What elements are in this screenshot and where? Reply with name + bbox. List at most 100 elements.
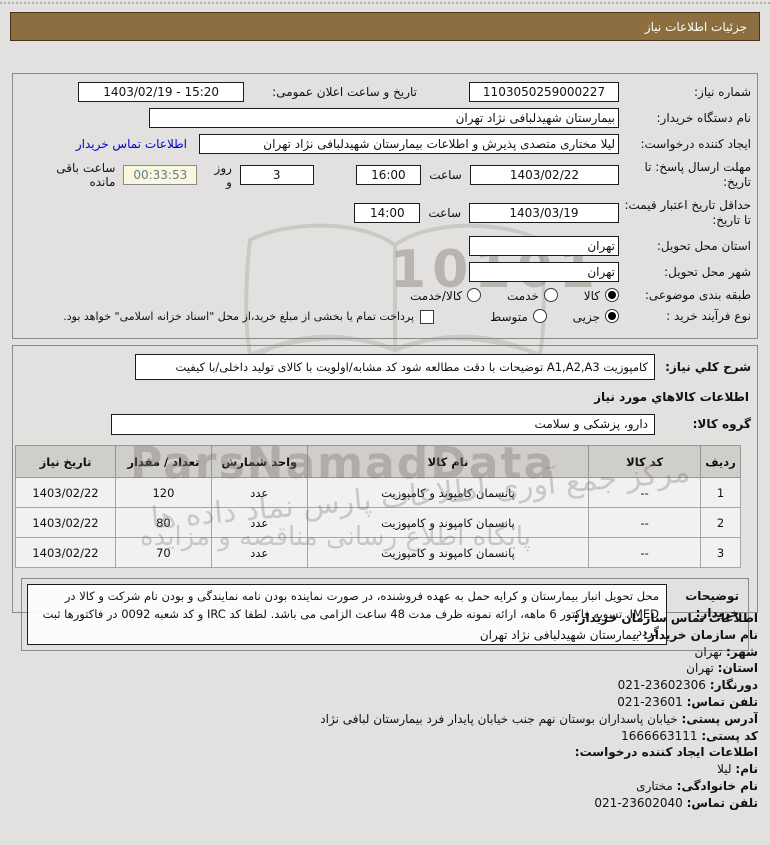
days-remaining-label: روز و <box>214 161 232 189</box>
purchase-process-options: جزیی متوسط <box>468 309 619 324</box>
goods-table-header-cell: نام کالا <box>306 445 590 478</box>
price-validity-label: حداقل تاریخ اعتبار قیمت: تا تاریخ: <box>624 198 751 227</box>
contact-line-value: 1666663111 <box>621 728 698 743</box>
need-description-label: شرح کلي نياز: <box>665 359 751 374</box>
contact-line-label: تلفن تماس: <box>686 795 758 810</box>
contact-line-label: استان: <box>717 661 758 676</box>
need-number-value[interactable]: 1103050259000227 <box>469 82 619 102</box>
contact-line-label: تلفن تماس: <box>686 694 758 709</box>
contact-line-label: شهر: <box>726 644 758 659</box>
radio-icon[interactable] <box>605 288 619 302</box>
contact-line: کد پستی: 1666663111 <box>12 728 758 745</box>
goods-table-header-row: ردیف کد کالا نام کالا واحد شمارش تعداد / مقد… <box>15 445 741 478</box>
goods-group-row: گروه کالا: دارو، پزشکی و سلامت <box>19 414 751 435</box>
item-code-cell: -- <box>588 537 702 568</box>
row-index-cell: 1 <box>700 477 741 508</box>
goods-table-body: 1 -- پانسمان کامپوند و کامپوزیت عدد 120 … <box>15 477 741 568</box>
price-validity-time[interactable]: 14:00 <box>354 203 421 223</box>
need-date-cell: 1403/02/22 <box>15 477 116 508</box>
contact-line-label: کد پستی: <box>701 728 758 743</box>
delivery-province-value[interactable]: تهران <box>469 236 619 256</box>
reply-deadline-time[interactable]: 16:00 <box>355 165 422 185</box>
announce-datetime-label: تاریخ و ساعت اعلان عمومی: <box>272 85 417 99</box>
need-description-value[interactable]: کامپوزیت A1,A2,A3 توضیحات با دقت مطالعه … <box>135 354 655 380</box>
unit-cell: عدد <box>210 507 308 538</box>
need-date-cell: 1403/02/22 <box>15 507 116 538</box>
radio-option-label: کالا/خدمت <box>410 289 463 303</box>
announce-datetime-value[interactable]: 15:20 - 1403/02/19 <box>78 82 245 102</box>
days-remaining-value[interactable]: 3 <box>239 165 314 185</box>
quantity-cell: 80 <box>114 507 212 538</box>
radio-option-label: جزیی <box>572 310 600 324</box>
radio-icon[interactable] <box>467 288 482 302</box>
radio-option-label: خدمت <box>507 289 539 303</box>
needed-goods-panel: شرح کلي نياز: کامپوزیت A1,A2,A3 توضیحات … <box>12 345 758 652</box>
countdown-timer: 00:33:53 <box>123 165 198 185</box>
contact-line: نام: لیلا <box>12 761 758 778</box>
contact-line-label: نام خانوادگی: <box>676 778 758 793</box>
delivery-province-label: استان محل تحویل: <box>656 238 751 253</box>
table-row[interactable]: 3 -- پانسمان کامپوند و کامپوزیت عدد 70 1… <box>15 537 741 568</box>
contact-line-label: نام: <box>735 762 758 777</box>
contact-line-label: نام سازمان خریدار: <box>643 627 758 642</box>
page-title: جزئیات اطلاعات نیاز <box>644 19 747 34</box>
delivery-city-value[interactable]: تهران <box>469 262 619 282</box>
creator-row: ایجاد کننده درخواست: لیلا مختاری متصدی پ… <box>19 134 751 154</box>
radio-icon[interactable] <box>532 309 547 323</box>
contact-line: استان: تهران <box>12 660 758 677</box>
buyer-org-row: نام دستگاه خریدار: بیمارستان شهیدلبافی ن… <box>19 108 751 128</box>
contact-line-value: تهران <box>694 644 723 659</box>
purchase-process-label: نوع فرآیند خرید : <box>666 309 751 323</box>
top-dotted-divider <box>0 2 770 4</box>
contact-line-value: بیمارستان شهیدلبافی نژاد تهران <box>479 627 640 642</box>
deadline-hour-label: ساعت <box>429 168 462 182</box>
contact-line: آدرس پستی: خیابان پاسداران بوستان نهم جن… <box>12 711 758 728</box>
buyer-notes-value[interactable]: محل تحویل انبار بیمارستان و کرایه حمل به… <box>27 584 667 646</box>
classification-option[interactable]: کالا <box>583 288 619 303</box>
need-number-label: شماره نیاز: <box>694 84 751 99</box>
item-name-cell: پانسمان کامپوند و کامپوزیت <box>306 477 590 508</box>
goods-table-header-cell: کد کالا <box>588 445 702 478</box>
creator-value[interactable]: لیلا مختاری متصدی پذیرش و اطلاعات بیمارس… <box>199 134 619 154</box>
need-date-cell: 1403/02/22 <box>15 537 116 568</box>
process-option[interactable]: جزیی <box>572 309 619 324</box>
contact-line: نام خانوادگی: مختاری <box>12 778 758 795</box>
radio-icon[interactable] <box>543 288 558 302</box>
quantity-cell: 120 <box>114 477 212 508</box>
delivery-province-row: استان محل تحویل: تهران <box>19 236 751 256</box>
contact-line-value: لیلا <box>717 762 732 777</box>
buyer-org-label: نام دستگاه خریدار: <box>656 110 752 125</box>
process-option[interactable]: متوسط <box>490 309 547 324</box>
row-index-cell: 2 <box>700 507 741 538</box>
buyer-notes-label: توضیحات خریدار: <box>685 589 739 620</box>
buyer-notes-box: توضیحات خریدار: محل تحویل انبار بیمارستا… <box>21 578 749 652</box>
goods-group-value[interactable]: دارو، پزشکی و سلامت <box>111 414 655 435</box>
treasury-docs-checkbox[interactable] <box>420 309 435 324</box>
need-number-row: شماره نیاز: 1103050259000227 تاریخ و ساع… <box>19 82 751 102</box>
buyer-org-value[interactable]: بیمارستان شهیدلبافی نژاد تهران <box>149 108 619 128</box>
radio-icon[interactable] <box>605 309 619 323</box>
buyer-contact-link[interactable]: اطلاعات تماس خریدار <box>75 137 187 151</box>
unit-cell: عدد <box>210 477 308 508</box>
reply-deadline-label: مهلت ارسال پاسخ: تا تاریخ: <box>644 160 751 189</box>
subject-classification-label: طبقه بندی موضوعی: <box>644 288 751 302</box>
classification-option[interactable]: کالا/خدمت <box>410 288 482 303</box>
subject-classification-row: طبقه بندی موضوعی: کالا خدمت کالا/خدمت <box>19 288 751 303</box>
contact-line-value: مختاری <box>636 778 673 793</box>
table-row[interactable]: 2 -- پانسمان کامپوند و کامپوزیت عدد 80 1… <box>15 507 741 538</box>
contact-line: نام سازمان خریدار: بیمارستان شهیدلبافی ن… <box>12 627 758 644</box>
classification-option[interactable]: خدمت <box>507 288 558 303</box>
request-info-panel: شماره نیاز: 1103050259000227 تاریخ و ساع… <box>12 73 758 339</box>
contact-info-section: اطلاعات تماس سازمان خریدار: نام سازمان خ… <box>12 610 758 812</box>
table-row[interactable]: 1 -- پانسمان کامپوند و کامپوزیت عدد 120 … <box>15 477 741 508</box>
contact-line: تلفن تماس: 23602040-021 <box>12 795 758 812</box>
creator-label: ایجاد کننده درخواست: <box>640 136 751 151</box>
radio-option-label: کالا <box>583 289 600 303</box>
contact-line-value: 23602040-021 <box>594 795 683 810</box>
creator-contact-lines: نام: لیلا نام خانوادگی: مختاری تلفن تماس… <box>12 761 758 811</box>
reply-deadline-date[interactable]: 1403/02/22 <box>469 165 619 185</box>
delivery-city-row: شهر محل تحویل: تهران <box>19 262 751 282</box>
price-validity-date[interactable]: 1403/03/19 <box>469 203 619 223</box>
quantity-cell: 70 <box>114 537 212 568</box>
